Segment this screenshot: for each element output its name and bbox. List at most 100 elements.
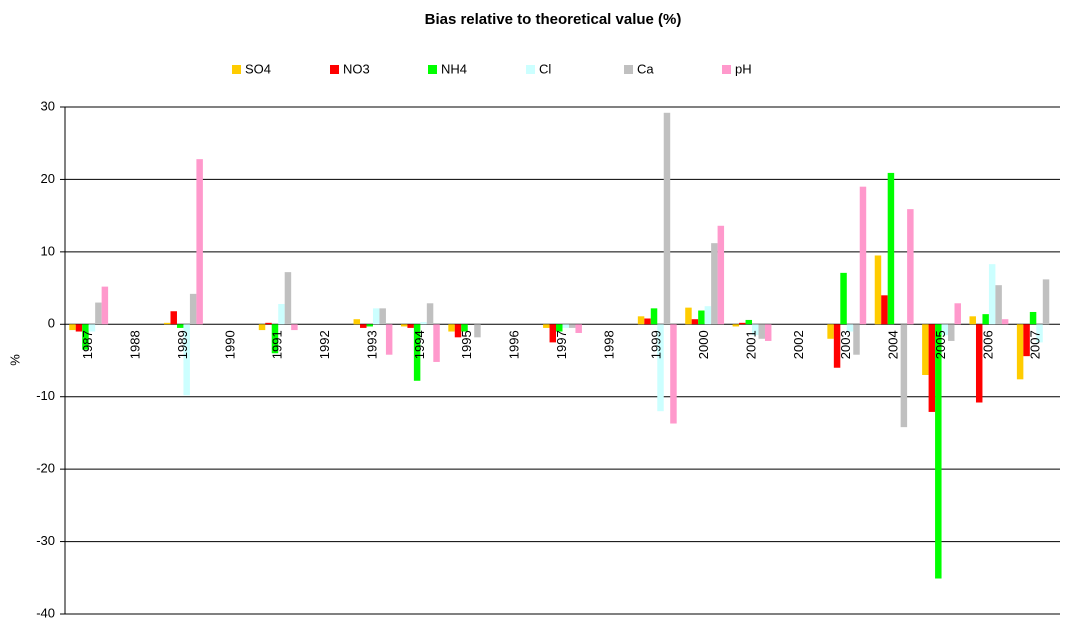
- bar: [948, 324, 955, 341]
- x-tick-label: 1995: [459, 330, 474, 359]
- bar: [657, 324, 664, 412]
- bar: [420, 322, 427, 325]
- bar: [413, 324, 421, 381]
- bar: [271, 324, 279, 354]
- bar: [400, 324, 408, 327]
- bar: [745, 319, 753, 325]
- bar: [575, 324, 582, 333]
- x-tick-label: 2001: [743, 330, 758, 359]
- bar: [969, 316, 976, 325]
- bar: [846, 324, 854, 332]
- bar: [711, 243, 718, 325]
- bar: [670, 324, 677, 424]
- bar: [164, 322, 171, 325]
- bar: [685, 307, 692, 325]
- bar: [426, 303, 434, 325]
- bar: [82, 324, 89, 350]
- x-tick-label: 2000: [696, 330, 711, 359]
- bar: [840, 272, 847, 325]
- legend-label: Ca: [637, 61, 654, 76]
- x-tick-label: 2007: [1028, 330, 1043, 359]
- bar: [176, 324, 184, 328]
- bar: [717, 225, 725, 325]
- bar: [900, 324, 908, 428]
- bar: [637, 316, 645, 325]
- bar: [704, 306, 712, 325]
- bar: [954, 303, 961, 325]
- bar: [1001, 319, 1009, 325]
- bar: [284, 272, 292, 325]
- bar: [88, 324, 96, 332]
- bar: [764, 324, 772, 341]
- bar: [739, 322, 746, 325]
- x-tick-label: 1993: [364, 330, 379, 359]
- bar: [982, 314, 989, 325]
- bar: [935, 324, 942, 579]
- legend-label: Cl: [539, 61, 551, 76]
- x-tick-label: 1989: [175, 330, 190, 359]
- bar: [265, 322, 272, 325]
- bar: [907, 209, 914, 325]
- bar: [758, 324, 765, 339]
- legend-label: NH4: [441, 61, 467, 76]
- bar: [732, 324, 740, 327]
- y-tick-label: 30: [41, 98, 55, 113]
- y-tick-label: -30: [36, 533, 55, 548]
- bar: [988, 264, 996, 325]
- y-axis-label: %: [7, 354, 22, 366]
- bar: [360, 324, 367, 328]
- x-tick-label: 1992: [317, 330, 332, 359]
- bar: [881, 295, 888, 325]
- x-tick-label: 2006: [980, 330, 995, 359]
- bar: [556, 324, 563, 332]
- x-tick-label: 1988: [128, 330, 143, 359]
- legend-swatch: [330, 65, 339, 74]
- bar: [644, 318, 651, 325]
- legend-swatch: [232, 65, 241, 74]
- legend-swatch: [624, 65, 633, 74]
- bar: [941, 324, 949, 336]
- bar: [827, 324, 834, 339]
- bar: [663, 112, 671, 325]
- x-tick-label: 2003: [838, 330, 853, 359]
- bar: [291, 324, 298, 331]
- bar: [170, 311, 177, 325]
- bar: [278, 304, 285, 325]
- bar: [887, 172, 895, 325]
- bar: [859, 186, 867, 325]
- x-tick-label: 1999: [649, 330, 664, 359]
- bar: [1023, 324, 1030, 357]
- bar: [874, 255, 882, 325]
- bar: [385, 324, 393, 355]
- bar: [549, 324, 557, 343]
- bar: [568, 324, 576, 328]
- bar: [379, 308, 386, 325]
- legend-label: SO4: [245, 61, 271, 76]
- legend-swatch: [526, 65, 535, 74]
- bar: [258, 324, 266, 331]
- y-tick-label: -20: [36, 461, 55, 476]
- bar: [922, 324, 929, 375]
- legend-label: pH: [735, 61, 752, 76]
- y-tick-label: -40: [36, 605, 55, 619]
- x-tick-label: 2002: [791, 330, 806, 359]
- bar: [454, 324, 462, 338]
- bar: [543, 324, 550, 328]
- bar: [650, 308, 658, 325]
- bar: [474, 324, 481, 338]
- bar: [101, 286, 109, 325]
- bar: [752, 324, 759, 336]
- x-tick-label: 1991: [270, 330, 285, 359]
- x-tick-label: 2004: [886, 330, 901, 359]
- bar: [353, 319, 361, 325]
- bar: [95, 302, 102, 325]
- bar: [698, 310, 705, 325]
- bar: [928, 324, 936, 412]
- bar: [975, 324, 983, 403]
- legend-swatch: [428, 65, 437, 74]
- x-tick-label: 1996: [507, 330, 522, 359]
- bar: [461, 324, 468, 332]
- bar: [196, 159, 203, 325]
- bar: [75, 324, 83, 332]
- bar: [1016, 324, 1024, 380]
